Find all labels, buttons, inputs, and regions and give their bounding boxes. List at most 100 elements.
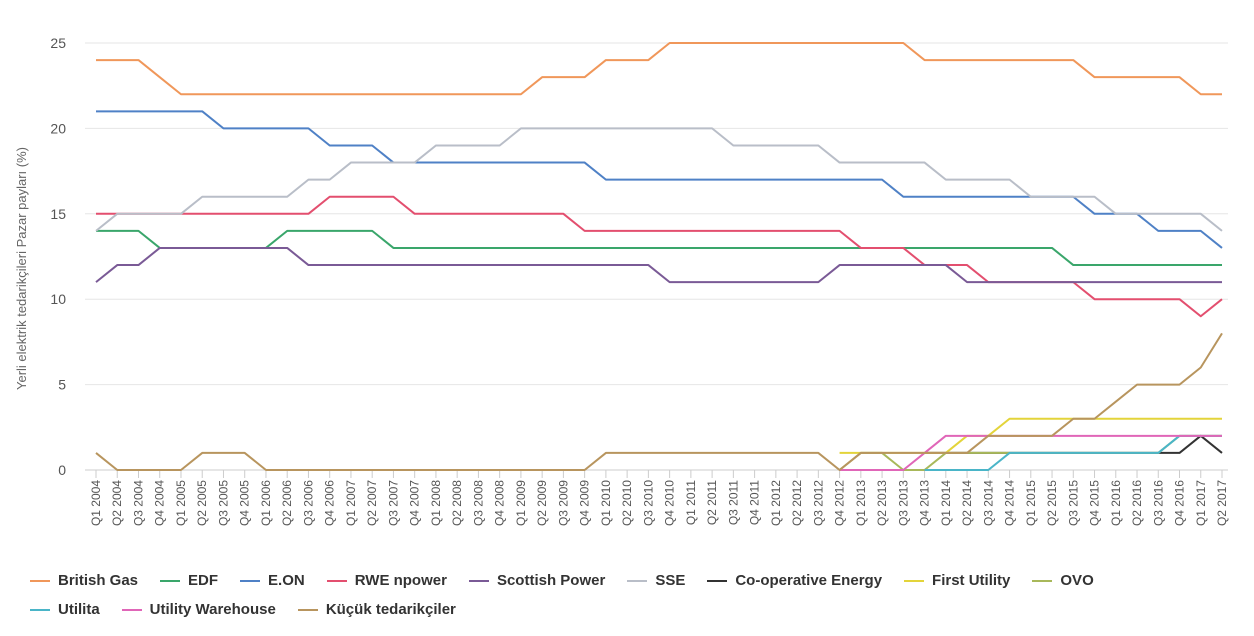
x-tick-label: Q4 2010 (663, 480, 677, 526)
y-tick-label: 25 (50, 35, 66, 51)
x-tick-label: Q4 2008 (493, 480, 507, 526)
x-tick-label: Q2 2004 (110, 480, 124, 526)
x-tick-label: Q4 2007 (408, 480, 422, 526)
series-line-rwe-npower (96, 195, 1223, 318)
series-line-british-gas (96, 42, 1222, 96)
legend-label: Utility Warehouse (149, 601, 276, 618)
x-tick-label: Q3 2011 (726, 480, 740, 525)
series-line-utilita (924, 434, 1222, 471)
series-line-sse (95, 127, 1223, 232)
legend-item[interactable]: RWE npower (326, 572, 447, 589)
legend-label: RWE npower (354, 572, 447, 589)
x-tick-label: Q1 2008 (429, 480, 443, 526)
x-tick-label: Q1 2005 (174, 480, 188, 526)
legend-swatch (1032, 579, 1053, 582)
legend-row: British Gas EDF E.ON RWE npower Scottish Pow… (30, 566, 1240, 595)
legend-item[interactable]: British Gas (30, 572, 138, 589)
legend-label: Scottish Power (496, 572, 606, 589)
x-tick-label: Q1 2012 (769, 480, 783, 526)
x-tick-label: Q4 2011 (748, 480, 762, 525)
x-tick-label: Q4 2009 (578, 480, 592, 526)
x-tick-label: Q3 2016 (1151, 480, 1165, 526)
legend-swatch (297, 608, 318, 611)
x-tick-label: Q2 2008 (450, 480, 464, 526)
x-tick-label: Q3 2012 (811, 480, 825, 526)
x-tick-label: Q2 2015 (1045, 480, 1059, 526)
x-tick-label: Q3 2015 (1066, 480, 1080, 526)
legend-label: SSE (655, 572, 686, 589)
y-tick-label: 10 (50, 291, 66, 307)
x-tick-label: Q3 2014 (981, 480, 995, 526)
x-tick-label: Q1 2004 (89, 480, 103, 526)
legend-swatch (468, 579, 489, 582)
legend-label: British Gas (58, 572, 139, 589)
y-tick-label: 0 (58, 462, 66, 478)
x-tick-label: Q4 2004 (153, 480, 167, 526)
legend-label: Utilita (58, 601, 100, 618)
legend-item[interactable]: Utility Warehouse (121, 601, 276, 618)
x-tick-label: Q4 2014 (1003, 480, 1017, 526)
legend-item[interactable]: First Utility (904, 572, 1010, 589)
x-tick-label: Q3 2004 (131, 480, 145, 526)
x-tick-label: Q4 2015 (1088, 480, 1102, 526)
legend-item[interactable]: OVO (1032, 572, 1094, 589)
x-tick-label: Q2 2013 (875, 480, 889, 526)
legend-swatch (240, 579, 261, 582)
legend-row: Utilita Utility Warehouse Küçük tedarikçil… (30, 595, 1240, 624)
x-tick-label: Q4 2006 (323, 480, 337, 526)
legend-swatch (904, 579, 925, 582)
x-tick-label: Q3 2010 (641, 480, 655, 526)
x-tick-label: Q3 2009 (556, 480, 570, 526)
line-chart: Q1 2004 Q2 2004 Q3 2004 Q4 2004 Q1 2005 Q2 20… (14, 35, 1229, 526)
x-tick-label: Q1 2009 (514, 480, 528, 526)
x-tick-label: Q2 2009 (535, 480, 549, 526)
x-tick-label: Q2 2010 (620, 480, 634, 526)
legend-swatch (121, 608, 142, 611)
legend-item[interactable]: SSE (627, 572, 685, 589)
x-tick-label: Q3 2013 (896, 480, 910, 526)
x-axis: Q1 2004 Q2 2004 Q3 2004 Q4 2004 Q1 2005 Q2 20… (89, 470, 1229, 526)
y-tick-label: 20 (50, 120, 66, 136)
x-tick-label: Q2 2014 (960, 480, 974, 526)
x-tick-label: Q2 2017 (1215, 480, 1229, 526)
legend-label: Co-operative Energy (735, 572, 883, 589)
legend-item[interactable]: Scottish Power (468, 572, 606, 589)
x-tick-label: Q2 2011 (705, 480, 719, 525)
legend-item[interactable]: E.ON (240, 572, 305, 589)
x-tick-label: Q1 2013 (854, 480, 868, 526)
x-tick-label: Q4 2005 (238, 480, 252, 526)
x-tick-label: Q2 2007 (365, 480, 379, 526)
legend: British Gas EDF E.ON RWE npower Scottish Pow… (30, 566, 1240, 624)
x-tick-label: Q1 2015 (1024, 480, 1038, 526)
legend-label: First Utility (932, 572, 1011, 589)
series-line-e-on (96, 110, 1223, 249)
x-tick-label: Q4 2016 (1173, 480, 1187, 526)
x-tick-label: Q3 2008 (471, 480, 485, 526)
x-tick-label: Q1 2014 (939, 480, 953, 526)
legend-swatch (627, 579, 648, 582)
x-tick-label: Q1 2011 (684, 480, 698, 525)
x-tick-label: Q1 2010 (599, 480, 613, 526)
legend-swatch (30, 608, 50, 611)
y-tick-label: 15 (50, 206, 66, 222)
y-axis-label: Yerli elektrik tedarikçileri Pazar payla… (14, 147, 29, 390)
legend-swatch (160, 579, 181, 582)
legend-swatch (30, 579, 50, 582)
series-line-scottish-power (95, 246, 1222, 284)
x-tick-label: Q3 2005 (216, 480, 230, 526)
legend-item[interactable]: Utilita (30, 601, 100, 618)
x-tick-label: Q1 2006 (259, 480, 273, 526)
y-tick-label: 5 (58, 377, 66, 393)
x-tick-label: Q3 2006 (301, 480, 315, 526)
legend-label: OVO (1060, 572, 1094, 589)
x-tick-label: Q2 2012 (790, 480, 804, 526)
legend-item[interactable]: Co-operative Energy (707, 572, 882, 589)
x-tick-label: Q1 2016 (1109, 480, 1123, 526)
series-line-k-k-tedarik-iler (95, 332, 1223, 471)
legend-item[interactable]: EDF (160, 572, 218, 589)
x-tick-label: Q2 2005 (195, 480, 209, 526)
x-tick-label: Q4 2012 (833, 480, 847, 526)
x-tick-label: Q2 2006 (280, 480, 294, 526)
legend-swatch (707, 579, 728, 582)
legend-item[interactable]: Küçük tedarikçiler (297, 601, 456, 618)
